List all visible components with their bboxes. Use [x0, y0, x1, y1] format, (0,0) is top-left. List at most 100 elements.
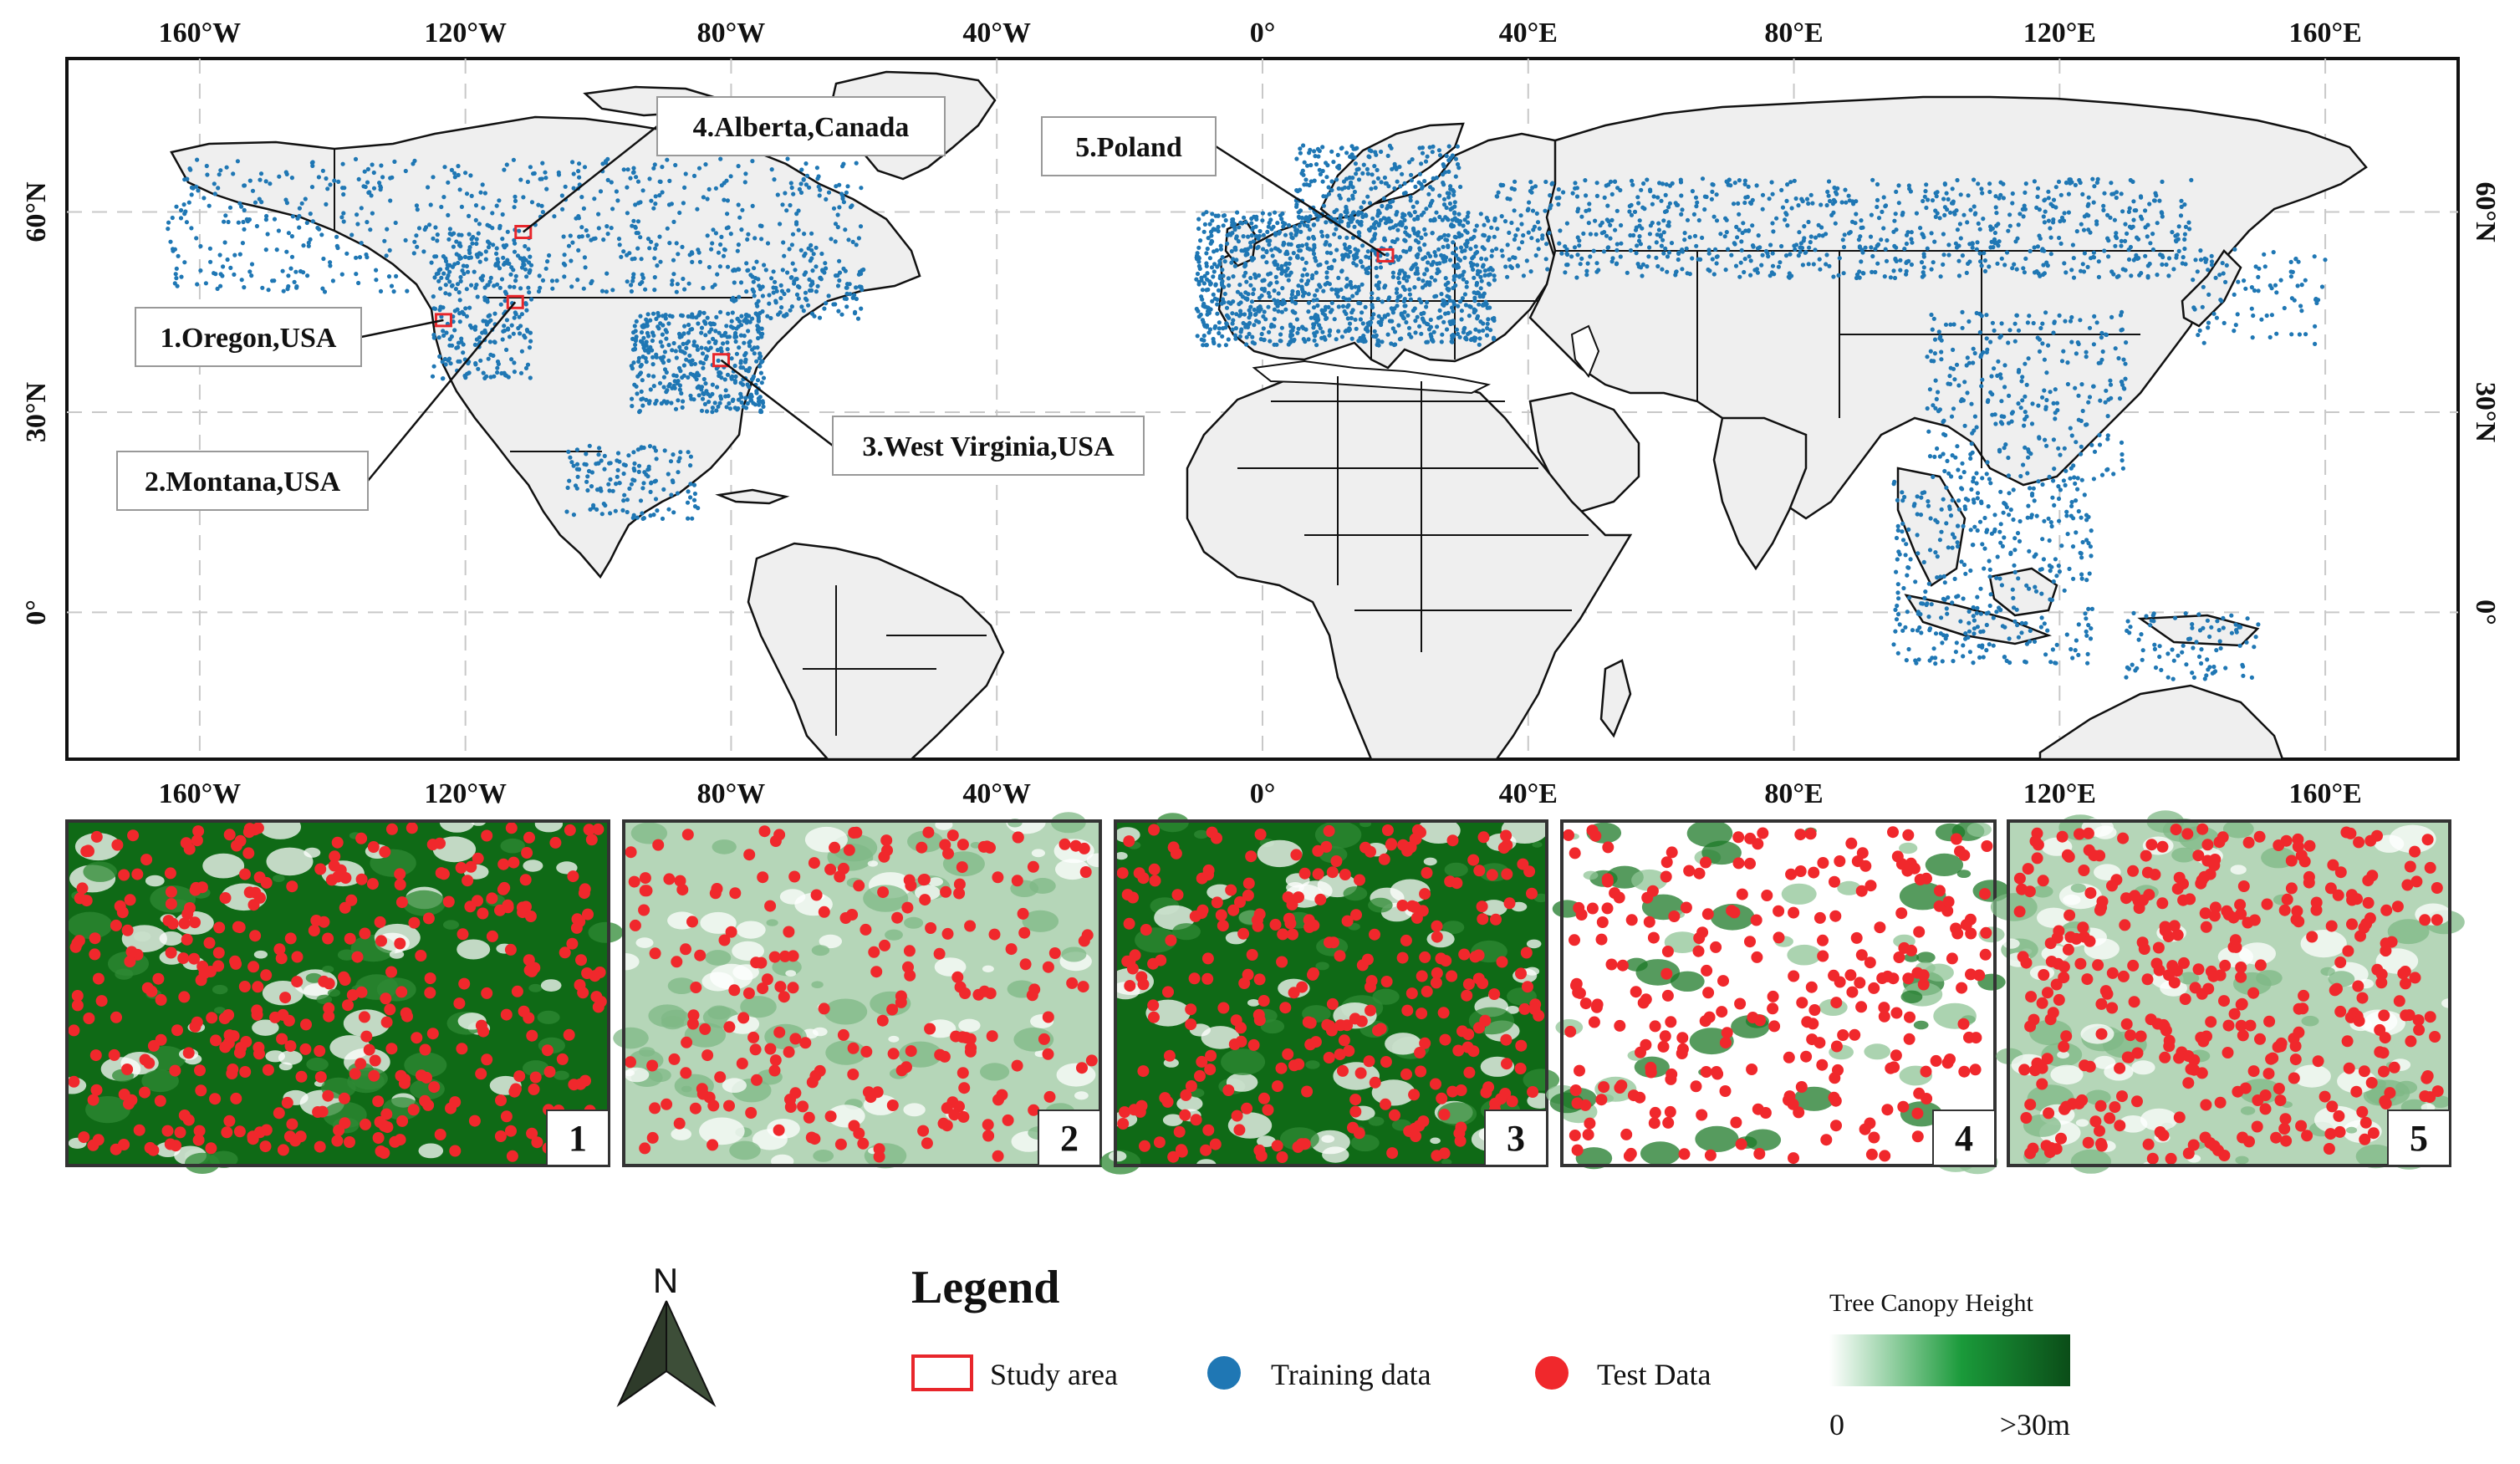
training-point: [1881, 195, 1886, 200]
training-point: [432, 275, 437, 280]
training-point: [1647, 232, 1652, 237]
training-point: [1942, 580, 1947, 585]
training-point: [739, 400, 744, 405]
training-point: [1356, 230, 1361, 235]
training-point: [204, 163, 209, 169]
training-point: [1338, 196, 1343, 201]
training-point: [729, 356, 734, 361]
training-point: [446, 237, 451, 242]
training-point: [1230, 321, 1235, 326]
training-point: [1951, 659, 1956, 664]
training-point: [645, 474, 650, 479]
training-point: [196, 188, 201, 193]
training-point: [1210, 298, 1215, 304]
training-point: [2056, 179, 2062, 184]
training-point: [2071, 256, 2076, 261]
training-point: [528, 254, 533, 259]
training-point: [411, 251, 416, 256]
training-point: [1696, 257, 1701, 262]
training-point: [1984, 611, 1989, 616]
training-point: [1327, 242, 1332, 247]
training-point: [1475, 249, 1480, 255]
training-point: [701, 285, 706, 291]
training-point: [1728, 183, 1733, 188]
training-point: [1339, 334, 1344, 339]
training-point: [435, 238, 440, 243]
training-point: [2062, 261, 2067, 266]
training-point: [328, 182, 333, 187]
training-point: [2123, 222, 2128, 227]
training-point: [1579, 214, 1584, 219]
training-point: [505, 229, 510, 234]
training-point: [1231, 257, 1236, 262]
training-point: [527, 345, 533, 350]
training-point: [2001, 196, 2006, 201]
training-point: [500, 237, 505, 242]
training-point: [1901, 585, 1906, 591]
training-point: [1741, 221, 1746, 226]
training-point: [442, 165, 447, 170]
training-point: [1929, 231, 1934, 236]
training-point: [1750, 223, 1755, 228]
training-point: [660, 165, 665, 170]
training-point: [585, 487, 590, 493]
training-point: [539, 176, 544, 181]
training-point: [2131, 217, 2136, 222]
training-point: [394, 273, 399, 278]
training-point: [2023, 181, 2028, 186]
training-point: [2125, 619, 2130, 624]
training-point: [1788, 252, 1793, 257]
training-point: [727, 406, 733, 411]
training-point: [1511, 255, 1516, 260]
training-point: [1350, 176, 1355, 181]
training-point: [809, 256, 814, 261]
training-point: [631, 218, 636, 223]
training-point: [739, 395, 744, 400]
training-point: [1482, 233, 1487, 238]
training-point: [579, 225, 584, 230]
training-point: [854, 161, 859, 166]
training-point: [2045, 263, 2050, 268]
training-point: [1443, 311, 1448, 316]
training-point: [2091, 342, 2096, 347]
training-point: [711, 336, 716, 341]
training-point: [1500, 253, 1505, 258]
training-point: [2084, 518, 2089, 523]
training-point: [1379, 149, 1384, 155]
training-point: [1416, 214, 1421, 219]
training-point: [2081, 269, 2087, 274]
training-point: [1755, 270, 1760, 275]
training-point: [641, 481, 646, 486]
training-point: [681, 341, 686, 346]
training-point: [2032, 498, 2037, 503]
training-point: [526, 285, 531, 290]
training-point: [655, 263, 660, 268]
training-point: [1356, 300, 1361, 305]
training-point: [1336, 275, 1341, 280]
training-point: [1296, 283, 1301, 288]
lon-tick-label: 160°E: [2288, 18, 2361, 48]
training-point: [609, 226, 614, 231]
training-point: [1803, 250, 1808, 255]
training-point: [467, 213, 472, 218]
training-point: [474, 241, 479, 247]
training-point: [1490, 268, 1495, 273]
training-point: [2082, 492, 2087, 497]
training-point: [1664, 182, 1669, 187]
training-point: [1706, 267, 1711, 273]
training-point: [507, 261, 512, 266]
training-point: [1954, 362, 1960, 367]
training-point: [365, 180, 370, 185]
training-point: [668, 459, 674, 464]
training-point: [1513, 233, 1518, 238]
training-point: [1444, 153, 1449, 159]
training-point: [1417, 171, 1422, 176]
training-point: [1995, 373, 2000, 378]
training-point: [1262, 309, 1267, 314]
training-point: [2211, 664, 2216, 670]
training-point: [736, 164, 741, 169]
training-point: [619, 254, 624, 259]
training-point: [415, 244, 420, 249]
training-point: [1837, 256, 1842, 261]
training-point: [1936, 390, 1941, 395]
